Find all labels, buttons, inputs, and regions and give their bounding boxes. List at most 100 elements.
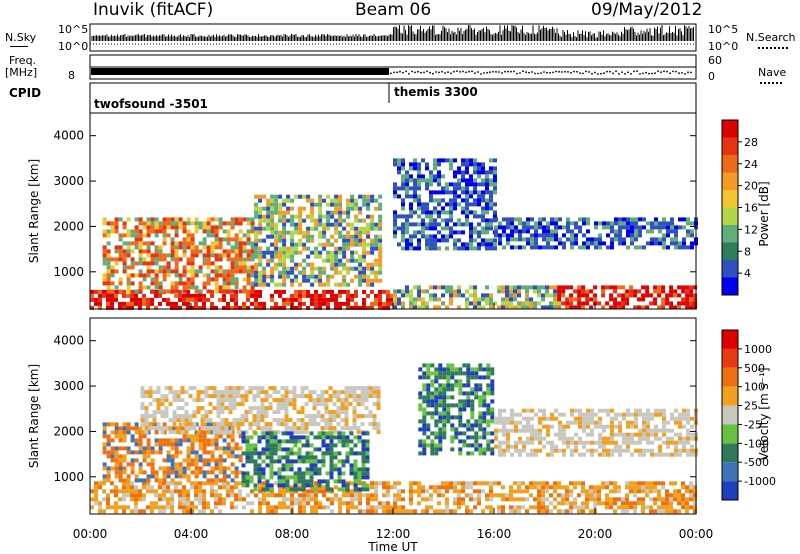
heatmap-cell	[334, 485, 338, 490]
heatmap-cell	[190, 221, 195, 226]
heatmap-cell	[433, 285, 437, 290]
heatmap-cell	[437, 493, 441, 498]
heatmap-cell	[390, 301, 394, 306]
heatmap-cell	[190, 245, 195, 250]
heatmap-cell	[262, 485, 266, 490]
heatmap-cell	[382, 509, 386, 514]
heatmap-cell	[258, 485, 262, 490]
heatmap-cell	[333, 479, 338, 484]
heatmap-cell	[182, 493, 186, 498]
heatmap-cell	[481, 293, 485, 298]
heatmap-cell	[166, 505, 170, 510]
heatmap-cell	[252, 398, 257, 403]
heatmap-cell	[142, 285, 147, 290]
nave-point	[672, 70, 674, 73]
heatmap-cell	[429, 178, 433, 183]
heatmap-cell	[613, 501, 617, 506]
heatmap-cell	[614, 221, 618, 226]
heatmap-cell	[510, 221, 514, 226]
heatmap-cell	[138, 289, 143, 294]
heatmap-cell	[437, 222, 441, 227]
heatmap-cell	[269, 455, 274, 460]
heatmap-cell	[198, 297, 202, 302]
heatmap-cell	[418, 375, 423, 380]
heatmap-cell	[134, 301, 138, 306]
heatmap-cell	[110, 450, 115, 455]
heatmap-cell	[569, 297, 574, 302]
heatmap-cell	[653, 485, 657, 490]
heatmap-cell	[198, 434, 203, 439]
heatmap-cell	[178, 217, 183, 222]
heatmap-cell	[573, 305, 578, 310]
heatmap-cell	[176, 418, 181, 423]
heatmap-cell	[397, 509, 401, 514]
heatmap-cell	[94, 485, 98, 490]
heatmap-cell	[190, 285, 195, 290]
nave-point	[684, 73, 686, 75]
heatmap-cell	[277, 459, 282, 464]
heatmap-cell	[126, 217, 131, 222]
heatmap-cell	[302, 497, 306, 502]
heatmap-cell	[465, 186, 469, 191]
heatmap-cell	[364, 398, 369, 403]
heatmap-cell	[453, 182, 457, 187]
heatmap-cell	[409, 509, 413, 514]
heatmap-cell	[350, 222, 355, 227]
heatmap-cell	[210, 269, 215, 274]
heatmap-cell	[650, 221, 654, 226]
heatmap-cell	[296, 394, 301, 399]
heatmap-cell	[178, 289, 182, 294]
nave-point	[687, 71, 689, 74]
heatmap-cell	[180, 406, 185, 411]
heatmap-cell	[470, 375, 475, 380]
heatmap-cell	[358, 270, 363, 275]
heatmap-cell	[294, 274, 299, 279]
heatmap-cell	[438, 399, 443, 404]
heatmap-cell	[494, 444, 498, 449]
heatmap-cell	[230, 493, 234, 498]
heatmap-cell	[482, 435, 487, 440]
heatmap-cell	[593, 497, 597, 502]
heatmap-cell	[156, 402, 161, 407]
heatmap-cell	[154, 305, 158, 310]
heatmap-cell	[238, 217, 243, 222]
heatmap-cell	[417, 481, 421, 486]
heatmap-cell	[474, 371, 479, 376]
heatmap-cell	[270, 270, 275, 275]
heatmap-cell	[214, 217, 219, 222]
heatmap-cell	[102, 422, 107, 427]
heatmap-cell	[224, 422, 229, 427]
heatmap-cell	[670, 237, 674, 242]
heatmap-cell	[338, 246, 343, 251]
heatmap-cell	[166, 265, 171, 270]
heatmap-cell	[338, 210, 343, 215]
heatmap-cell	[266, 214, 271, 219]
heatmap-cell	[346, 210, 351, 215]
heatmap-cell	[434, 375, 439, 380]
heatmap-cell	[277, 483, 282, 488]
heatmap-cell	[162, 497, 166, 502]
heatmap-cell	[393, 162, 397, 167]
heatmap-cell	[601, 485, 605, 490]
heatmap-cell	[397, 214, 401, 219]
heatmap-cell	[314, 501, 318, 506]
heatmap-cell	[190, 438, 195, 443]
heatmap-cell	[505, 305, 509, 310]
heatmap-cell	[446, 411, 451, 416]
heatmap-cell	[425, 497, 429, 502]
heatmap-cell	[625, 505, 629, 510]
heatmap-cell	[362, 254, 367, 259]
heatmap-cell	[140, 394, 145, 399]
heatmap-cell	[376, 430, 381, 435]
heatmap-cell	[565, 485, 569, 490]
heatmap-cell	[114, 261, 119, 266]
heatmap-cell	[413, 194, 417, 199]
heatmap-cell	[494, 432, 498, 437]
heatmap-cell	[342, 234, 347, 239]
heatmap-cell	[194, 229, 199, 234]
heatmap-cell	[278, 274, 283, 279]
heatmap-cell	[322, 289, 326, 294]
heatmap-cell	[273, 471, 278, 476]
heatmap-cell	[230, 273, 235, 278]
